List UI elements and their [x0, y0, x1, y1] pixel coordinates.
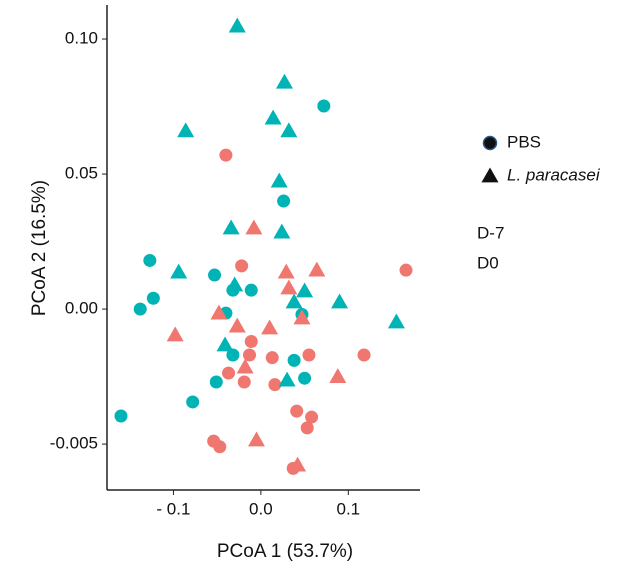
point — [228, 17, 246, 33]
y-tick-label: 0.10 — [65, 29, 98, 48]
point — [237, 375, 251, 389]
point — [280, 122, 298, 138]
point — [357, 348, 371, 362]
point — [280, 279, 298, 295]
point — [186, 395, 200, 409]
point — [219, 148, 233, 162]
point — [270, 172, 288, 188]
point — [243, 348, 257, 362]
point — [235, 259, 249, 273]
point — [296, 282, 314, 298]
point — [285, 293, 303, 309]
point — [228, 317, 246, 333]
point — [216, 336, 234, 352]
point — [244, 283, 258, 297]
x-tick-label: 0.0 — [249, 499, 273, 518]
point — [143, 253, 157, 267]
x-tick-label: - 0.1 — [156, 499, 190, 518]
point — [273, 223, 291, 239]
point — [277, 194, 291, 208]
point — [287, 353, 301, 367]
point — [146, 291, 160, 305]
point — [245, 219, 263, 235]
point — [210, 304, 228, 320]
legend-label: D-7 — [477, 223, 504, 242]
point — [275, 73, 293, 89]
y-tick-label: -0.005 — [50, 434, 98, 453]
legend-label: L. paracasei — [507, 165, 601, 184]
x-tick-label: 0.1 — [336, 499, 360, 518]
point — [308, 261, 326, 277]
point — [277, 263, 295, 279]
legend-marker — [482, 135, 498, 151]
legend-label: D0 — [477, 253, 499, 272]
point — [317, 99, 331, 113]
point — [166, 326, 184, 342]
point — [226, 348, 240, 362]
point — [300, 421, 314, 435]
point — [133, 302, 147, 316]
point — [387, 313, 405, 329]
legend-label: PBS — [507, 132, 541, 151]
point — [298, 371, 312, 385]
point — [209, 375, 223, 389]
point — [305, 410, 319, 424]
point — [244, 334, 258, 348]
point — [399, 263, 413, 277]
point — [293, 309, 311, 325]
point — [265, 351, 279, 365]
point — [236, 358, 254, 374]
x-axis-title: PCoA 1 (53.7%) — [217, 541, 353, 562]
point — [208, 268, 222, 282]
y-axis-title: PCoA 2 (16.5%) — [29, 180, 50, 316]
point — [177, 122, 195, 138]
point — [226, 276, 244, 292]
point — [290, 404, 304, 418]
y-tick-label: 0.05 — [65, 164, 98, 183]
point — [331, 293, 349, 309]
point — [222, 219, 240, 235]
point — [170, 263, 188, 279]
legend-marker — [481, 167, 499, 183]
point — [264, 109, 282, 125]
point — [302, 348, 316, 362]
point — [268, 378, 282, 392]
point — [289, 456, 307, 472]
point — [114, 409, 128, 423]
point — [213, 440, 227, 454]
y-tick-label: 0.00 — [65, 299, 98, 318]
point — [222, 366, 236, 380]
point — [278, 371, 296, 387]
point — [261, 319, 279, 335]
point — [248, 431, 266, 447]
point — [329, 368, 347, 383]
